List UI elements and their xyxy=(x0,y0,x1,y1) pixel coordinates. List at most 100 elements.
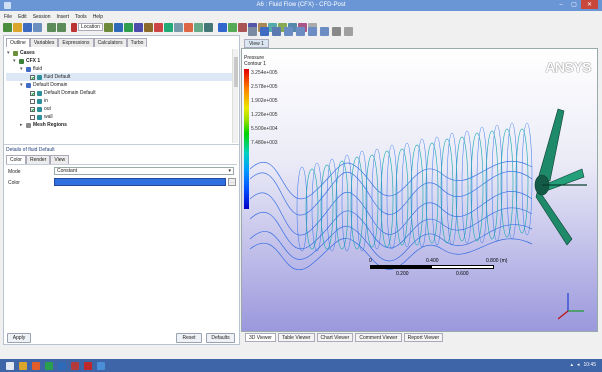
expression-icon[interactable] xyxy=(227,22,237,32)
variable-icon[interactable] xyxy=(217,22,227,32)
tree-item-cases[interactable]: ▾ Cases xyxy=(6,49,232,57)
cfd-post-icon[interactable] xyxy=(97,361,105,370)
mode-select[interactable]: Constant ▾ xyxy=(54,167,234,175)
turbo-surface-icon[interactable] xyxy=(173,22,183,32)
scrollbar-thumb[interactable] xyxy=(234,57,238,87)
tab-table-viewer[interactable]: Table Viewer xyxy=(277,333,315,342)
tab-calculators[interactable]: Calculators xyxy=(93,38,127,47)
color-picker-button[interactable]: … xyxy=(228,178,236,186)
undo-icon[interactable] xyxy=(47,22,56,32)
defaults-button[interactable]: Defaults xyxy=(206,333,235,343)
scale-label: 0 xyxy=(369,258,372,264)
volume-rendering-icon[interactable] xyxy=(143,22,153,32)
tree-item-fluid-default[interactable]: fluid Default xyxy=(6,73,232,81)
panel-divider[interactable] xyxy=(4,144,239,145)
symmetry-icon[interactable] xyxy=(193,22,203,32)
tab-outline[interactable]: Outline xyxy=(6,38,30,47)
tab-expressions[interactable]: Expressions xyxy=(58,38,94,47)
tab-report-viewer[interactable]: Report Viewer xyxy=(403,333,444,342)
apply-button[interactable]: Apply xyxy=(7,333,31,343)
surface-group-icon[interactable] xyxy=(163,22,173,32)
tree-item-cfx[interactable]: ▾ CFX 1 xyxy=(6,57,232,65)
probe-icon[interactable] xyxy=(320,27,329,36)
pan-icon[interactable] xyxy=(272,27,281,36)
collapse-icon[interactable]: ▾ xyxy=(7,50,10,56)
tree-scrollbar[interactable] xyxy=(232,49,238,143)
close-button[interactable]: ✕ xyxy=(581,0,598,9)
location-dropdown[interactable]: Location xyxy=(78,23,103,31)
app-icon[interactable] xyxy=(71,361,79,370)
vector-icon[interactable] xyxy=(103,22,113,32)
layout-icon[interactable] xyxy=(332,27,341,36)
tree-item-default-domain-default[interactable]: Default Domain Default xyxy=(6,89,232,97)
color-swatch[interactable] xyxy=(54,178,226,186)
tab-color[interactable]: Color xyxy=(6,155,26,164)
tab-turbo[interactable]: Turbo xyxy=(126,38,148,47)
zoom-icon[interactable] xyxy=(284,27,293,36)
ansys-workbench-icon[interactable] xyxy=(32,361,40,370)
zoom-box-icon[interactable] xyxy=(296,27,305,36)
menu-help[interactable]: Help xyxy=(92,13,103,20)
maximize-button[interactable]: ▢ xyxy=(571,2,577,8)
file-explorer-icon[interactable] xyxy=(19,361,27,370)
tab-3d-viewer[interactable]: 3D Viewer xyxy=(245,333,276,342)
table-icon[interactable] xyxy=(237,22,247,32)
menu-session[interactable]: Session xyxy=(32,13,51,20)
isosurface-icon[interactable] xyxy=(153,22,163,32)
tab-render[interactable]: Render xyxy=(25,155,51,164)
polyline-icon[interactable] xyxy=(183,22,193,32)
location-icon[interactable] xyxy=(71,22,77,32)
color-label: Color xyxy=(8,180,20,186)
save-icon[interactable] xyxy=(23,22,32,32)
tab-variables[interactable]: Variables xyxy=(29,38,59,47)
streamline-icon[interactable] xyxy=(123,22,133,32)
collapse-icon[interactable]: ▾ xyxy=(13,58,16,64)
3d-viewer[interactable]: Pressure Contour 1 3.254e+005 2.578e+005… xyxy=(241,48,598,332)
particle-track-icon[interactable] xyxy=(133,22,143,32)
network-icon[interactable]: ▴ xyxy=(570,362,573,368)
tree-item-default-domain[interactable]: ▾ Default Domain xyxy=(6,81,232,89)
fit-view-icon[interactable] xyxy=(308,27,317,36)
collapse-icon[interactable]: ▾ xyxy=(20,82,23,88)
pointer-icon[interactable] xyxy=(344,27,353,36)
app-icon[interactable] xyxy=(58,361,66,370)
new-icon[interactable] xyxy=(3,22,12,32)
visibility-checkbox[interactable] xyxy=(30,90,35,96)
tree-item-wall[interactable]: wall xyxy=(6,113,232,121)
legend-label: 7.480e+003 xyxy=(251,140,278,146)
reset-button[interactable]: Reset xyxy=(176,333,202,343)
contour-icon[interactable] xyxy=(113,22,123,32)
tree-item-out[interactable]: out xyxy=(6,105,232,113)
tree-item-fluid[interactable]: ▾ fluid xyxy=(6,65,232,73)
minimize-button[interactable]: – xyxy=(559,1,563,8)
tab-chart-viewer[interactable]: Chart Viewer xyxy=(316,333,354,342)
browser-icon[interactable] xyxy=(45,361,53,370)
select-icon[interactable] xyxy=(248,27,257,36)
collapse-icon[interactable]: ▾ xyxy=(20,66,23,72)
visibility-checkbox[interactable] xyxy=(30,74,35,80)
tab-view[interactable]: View xyxy=(50,155,70,164)
visibility-checkbox[interactable] xyxy=(30,98,35,104)
tree-item-mesh-regions[interactable]: ▸ Mesh Regions xyxy=(6,121,232,129)
visibility-checkbox[interactable] xyxy=(30,114,35,120)
caption-icon[interactable] xyxy=(277,22,287,32)
clock[interactable]: 10:45 xyxy=(583,362,596,368)
open-icon[interactable] xyxy=(13,22,22,32)
menu-edit[interactable]: Edit xyxy=(18,13,27,20)
print-icon[interactable] xyxy=(33,22,42,32)
expand-icon[interactable]: ▸ xyxy=(20,122,23,128)
text-icon[interactable] xyxy=(203,22,213,32)
start-icon[interactable] xyxy=(6,361,14,370)
visibility-checkbox[interactable] xyxy=(30,106,35,112)
tree-item-in[interactable]: in xyxy=(6,97,232,105)
pdf-icon[interactable] xyxy=(84,361,92,370)
rotate-icon[interactable] xyxy=(260,27,269,36)
menu-file[interactable]: File xyxy=(4,13,13,20)
menu-tools[interactable]: Tools xyxy=(75,13,87,20)
tab-comment-viewer[interactable]: Comment Viewer xyxy=(355,333,402,342)
legend-label: 2.578e+005 xyxy=(251,84,278,90)
volume-icon[interactable]: ◂ xyxy=(576,362,580,368)
redo-icon[interactable] xyxy=(57,22,66,32)
menu-insert[interactable]: Insert xyxy=(56,13,69,20)
view-tab[interactable]: View 1 xyxy=(244,39,269,48)
